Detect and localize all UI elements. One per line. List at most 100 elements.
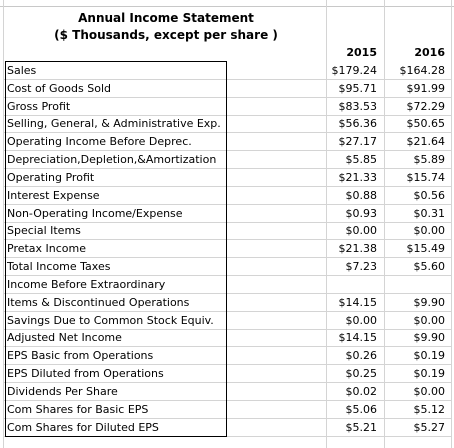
table-row: Cost of Goods Sold $95.71 $91.99 (0, 80, 454, 98)
value-2015-cell[interactable]: $5.85 (345, 153, 378, 167)
table-row: Pretax Income $21.38 $15.49 (0, 240, 454, 259)
value-2016-cell[interactable]: $5.12 (413, 402, 446, 416)
statement-title: Annual Income Statement (78, 11, 254, 25)
value-2015-cell[interactable]: $7.23 (345, 260, 378, 274)
column-header-d[interactable]: D (415, 0, 423, 3)
value-2016-cell[interactable]: $0.56 (413, 188, 446, 202)
value-2015-cell[interactable]: $0.02 (345, 384, 378, 398)
value-2015-cell[interactable]: $0.00 (345, 313, 378, 327)
grid-line (384, 0, 385, 448)
row-divider (4, 114, 452, 116)
value-2016-cell[interactable]: $21.64 (406, 135, 446, 149)
row-label[interactable]: Operating Profit (7, 170, 95, 184)
value-2015-cell[interactable]: $14.15 (338, 331, 378, 345)
row-label[interactable]: Selling, General, & Administrative Exp. (7, 117, 221, 131)
value-2015-cell[interactable]: $95.71 (338, 81, 378, 95)
value-2015-cell[interactable]: $0.88 (345, 188, 378, 202)
value-2016-cell[interactable] (384, 276, 445, 293)
value-2015-cell[interactable]: $27.17 (338, 135, 378, 149)
statement-subtitle: ($ Thousands, except per share ) (54, 28, 278, 42)
value-2016-cell[interactable]: $0.00 (413, 313, 446, 327)
table-row: Adjusted Net Income $14.15 $9.90 (0, 329, 454, 348)
value-2015-cell[interactable]: $14.15 (338, 295, 378, 309)
table-row: Savings Due to Common Stock Equiv. $0.00 $… (0, 312, 454, 330)
row-divider (4, 150, 452, 152)
row-label[interactable]: Com Shares for Basic EPS (7, 402, 149, 416)
value-2016-cell[interactable]: $0.00 (413, 384, 446, 398)
row-label[interactable]: Savings Due to Common Stock Equiv. (7, 313, 214, 327)
row-label[interactable]: Pretax Income (7, 242, 87, 256)
row-label[interactable]: Gross Profit (7, 99, 71, 113)
value-2015-cell[interactable]: $83.53 (338, 99, 378, 113)
value-2015-cell[interactable]: $0.00 (345, 224, 378, 238)
year-2015-header[interactable]: 2015 (346, 46, 377, 59)
table-row: Income Before Extraordinary (0, 276, 454, 294)
value-2015-cell[interactable]: $5.21 (345, 420, 378, 434)
value-2016-cell[interactable]: $15.74 (406, 170, 446, 184)
table-row: Selling, General, & Administrative Exp. $… (0, 115, 454, 134)
table-row: Com Shares for Diluted EPS $5.21 $5.27 (0, 419, 454, 437)
year-header-row: 2015 2016 (0, 44, 454, 61)
table-row: Gross Profit $83.53 $72.29 (0, 98, 454, 116)
row-divider (4, 79, 452, 80)
value-2015-cell[interactable]: $21.38 (338, 242, 378, 256)
row-divider (4, 292, 452, 294)
row-label[interactable]: Total Income Taxes (7, 260, 111, 274)
value-2016-cell[interactable]: $0.31 (413, 206, 446, 220)
value-2015-cell[interactable]: $179.24 (331, 64, 378, 77)
row-label[interactable]: Depreciation,Depletion,&Amortization (7, 153, 217, 167)
row-label[interactable]: Non-Operating Income/Expense (7, 206, 183, 220)
row-divider (4, 310, 452, 312)
value-2016-cell[interactable]: $0.19 (413, 367, 446, 381)
row-label[interactable]: Dividends Per Share (7, 384, 118, 398)
row-divider (4, 382, 452, 384)
row-label[interactable]: EPS Basic from Operations (7, 349, 154, 363)
value-2015-cell[interactable]: $5.06 (345, 402, 378, 416)
value-2015-cell[interactable]: $56.36 (338, 117, 378, 131)
value-2015-cell[interactable]: $0.25 (345, 367, 378, 381)
row-divider (4, 328, 452, 330)
row-label[interactable]: Items & Discontinued Operations (7, 295, 190, 309)
row-label[interactable]: Com Shares for Diluted EPS (7, 420, 159, 434)
row-label[interactable]: Income Before Extraordinary (7, 277, 166, 291)
row-divider (4, 399, 452, 401)
column-header-b[interactable]: B (218, 0, 225, 3)
row-label[interactable]: Special Items (7, 224, 81, 238)
value-2016-cell[interactable]: $50.65 (406, 117, 446, 131)
row-label[interactable]: EPS Diluted from Operations (7, 367, 164, 381)
value-2016-cell[interactable]: $0.00 (413, 224, 446, 238)
table-row: Non-Operating Income/Expense $0.93 $0.31 (0, 205, 454, 223)
column-header-c[interactable]: C (345, 0, 352, 3)
table-row: Items & Discontinued Operations $14.15 $9.… (0, 294, 454, 312)
row-label[interactable]: Interest Expense (7, 188, 100, 202)
table-row: Sales $179.24 $164.28 (0, 62, 454, 80)
value-2015-cell[interactable]: $21.33 (338, 170, 378, 184)
grid-line (451, 0, 452, 448)
value-2016-cell[interactable]: $9.90 (413, 295, 446, 309)
value-2016-cell[interactable]: $5.60 (413, 260, 446, 274)
row-divider (4, 435, 452, 437)
row-label[interactable]: Cost of Goods Sold (7, 81, 111, 95)
value-2016-cell[interactable]: $164.28 (399, 64, 446, 77)
value-2016-cell[interactable]: $9.90 (413, 331, 446, 345)
column-header-strip: B C D (0, 0, 454, 7)
value-2016-cell[interactable]: $0.19 (413, 349, 446, 363)
row-divider (4, 275, 452, 277)
year-2016-header[interactable]: 2016 (414, 46, 445, 59)
row-label[interactable]: Sales (7, 64, 37, 77)
value-2016-cell[interactable]: $15.49 (406, 242, 446, 256)
value-2016-cell[interactable]: $91.99 (406, 81, 446, 95)
value-2016-cell[interactable]: $72.29 (406, 99, 446, 113)
value-2016-cell[interactable]: $5.27 (413, 420, 446, 434)
row-divider (4, 168, 452, 170)
value-2016-cell[interactable]: $5.89 (413, 153, 446, 167)
row-label[interactable]: Adjusted Net Income (7, 331, 122, 345)
table-row: EPS Basic from Operations $0.26 $0.19 (0, 347, 454, 366)
value-2015-cell[interactable]: $0.26 (345, 349, 378, 363)
row-divider (4, 185, 452, 187)
row-label[interactable]: Operating Income Before Deprec. (7, 135, 192, 149)
table-row: Total Income Taxes $7.23 $5.60 (0, 258, 454, 277)
value-2015-cell[interactable]: $0.93 (345, 206, 378, 220)
value-2015-cell[interactable] (320, 276, 377, 293)
